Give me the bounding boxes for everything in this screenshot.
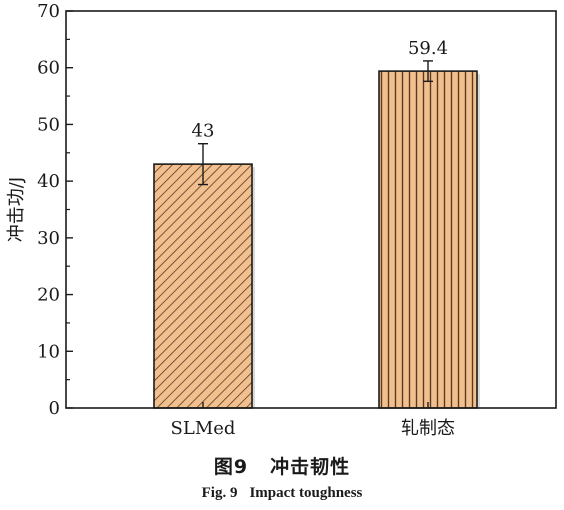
y-tick-label-6: 60 [37,58,60,79]
bar-chart: 43 SLMed 59.4 轧制态 0 10 20 30 40 50 60 70 冲击功/J [6,1,557,439]
caption-zh-number: 图9 [213,456,249,478]
y-tick-label-7: 70 [37,1,60,22]
y-tick-label-1: 10 [37,341,60,362]
figure-caption-zh: 图9 冲击韧性 [0,452,564,479]
caption-zh-title: 冲击韧性 [270,456,351,478]
y-axis-label: 冲击功/J [6,177,27,242]
caption-en-number: Fig. 9 [201,485,238,501]
labels-layer: 43 SLMed 59.4 轧制态 0 10 20 30 40 50 60 70 冲击功/J [6,1,455,439]
y-tick-label-5: 50 [37,114,60,135]
bars-layer [153,60,480,409]
axes-layer [65,10,557,409]
plot-frame [65,10,557,409]
x-tick-label-0: SLMed [171,418,236,439]
y-tick-label-4: 40 [37,171,60,192]
figure-caption-en: Fig. 9 Impact toughness [0,485,564,502]
data-label-1: 59.4 [408,38,448,59]
caption-en-title: Impact toughness [249,485,363,501]
y-tick-label-3: 30 [37,228,60,249]
y-tick-label-2: 20 [37,285,60,306]
x-tick-label-1: 轧制态 [401,418,455,439]
bar-0 [153,163,253,409]
bar-1 [378,70,478,409]
y-tick-label-0: 0 [49,398,60,419]
data-label-0: 43 [192,121,215,142]
